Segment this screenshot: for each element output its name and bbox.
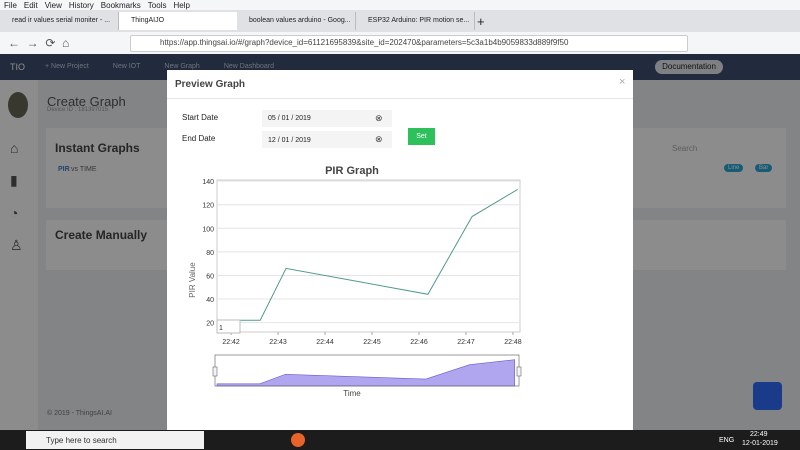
taskbar-search[interactable] [26,431,204,449]
tab[interactable]: boolean values arduino - Goog... [237,12,356,30]
start-label: Start Date [182,113,219,122]
section-title: Instant Graphs [55,141,140,155]
x-tick-label: 22:46 [410,339,428,346]
app-nav-item[interactable]: New Dashboard [223,63,275,70]
menu-item[interactable]: View [44,1,62,10]
new-tab[interactable]: + [477,14,485,29]
clear-icon[interactable]: ⊗ [375,113,383,123]
end-input[interactable] [262,131,392,148]
browser-icon[interactable] [291,433,305,447]
modal [167,70,633,430]
close[interactable]: × [619,76,626,88]
tab[interactable]: ThingAIJO [119,12,237,30]
search[interactable]: Search [672,144,698,153]
range-input-value: 1 [219,325,223,332]
y-tick-label: 60 [206,273,214,280]
clear-icon[interactable]: ⊗ [375,134,383,144]
time: 22:49 [750,431,768,438]
icons[interactable]: ⌂ ▮ ◔ ♙ [10,140,23,253]
brand: TIO [10,62,25,72]
y-tick-label: 140 [202,179,214,186]
menu-item[interactable]: File [4,1,17,10]
graph-param[interactable]: PIR [58,166,70,173]
line-btn[interactable]: Line [724,164,744,172]
x-tick-label: 22:44 [316,339,334,346]
tabs: read ir values serial moniter - ... Thing… [0,12,475,30]
lang: ENG [719,437,735,444]
page-title: Create Graph [47,94,126,109]
address-bar[interactable] [130,35,688,52]
footer: © 2019 - ThingsAI.AI [47,410,112,417]
menu-item[interactable]: Tools [147,1,167,10]
y-tick-label: 20 [206,321,214,328]
app-nav-item[interactable]: New IOT [112,63,141,70]
device-id: Device ID : 181397015 [47,107,109,113]
set-button[interactable]: Set [408,128,435,145]
plot-frame [216,179,521,333]
menu-item[interactable]: Help [173,1,190,10]
end-label: End Date [182,134,216,143]
x-tick-label: 22:45 [363,339,381,346]
app-nav: + New Project New IOT New Graph New Dashboa… [45,63,274,70]
start-value: 05 / 01 / 2019 [268,115,311,122]
navigator-handle[interactable] [516,366,522,377]
x-axis-label: Time [343,389,361,398]
app-nav-item[interactable]: + New Project [45,63,89,70]
nav-buttons[interactable]: ← → ⟳ ⌂ [8,36,70,50]
start-input[interactable] [262,110,392,127]
menu-item[interactable]: History [68,1,94,10]
taskbar-search-text: Type here to search [46,436,117,445]
x-tick-label: 22:48 [504,339,522,346]
avatar [8,92,28,118]
menu-item[interactable]: Edit [23,1,38,10]
section-title: Create Manually [55,228,148,242]
range-input[interactable] [216,319,241,334]
navigator-handle[interactable] [212,366,218,377]
chart-title: PIR Graph [325,165,379,177]
y-tick-label: 80 [206,250,214,257]
x-tick-label: 22:47 [457,339,475,346]
menu-item[interactable]: Bookmarks [100,1,141,10]
y-axis-label: PIR Value [188,262,197,298]
menu-bar: File Edit View History Bookmarks Tools Help [4,1,190,10]
documentation[interactable]: Documentation [655,60,723,74]
graph-rest: vs TIME [71,166,97,173]
tab[interactable]: ESP32 Arduino: PIR motion se... [356,12,475,30]
tab[interactable]: read ir values serial moniter - ... [0,12,119,30]
chat-button[interactable] [753,382,782,410]
sidebar [0,80,38,430]
modal-divider [167,98,633,99]
y-tick-label: 120 [202,203,214,210]
modal-title: Preview Graph [175,79,246,90]
bar-btn[interactable]: Bar [755,164,773,172]
app-nav-item[interactable]: New Graph [164,63,200,70]
navigator-area [216,359,515,387]
y-tick-label: 40 [206,297,214,304]
x-tick-label: 22:42 [222,339,240,346]
date: 12-01-2019 [742,440,778,447]
url: https://app.thingsai.io/#/graph?device_i… [160,38,569,47]
y-tick-label: 100 [202,226,214,233]
end-value: 12 / 01 / 2019 [268,137,311,144]
data-line [217,188,518,321]
x-tick-label: 22:43 [269,339,287,346]
